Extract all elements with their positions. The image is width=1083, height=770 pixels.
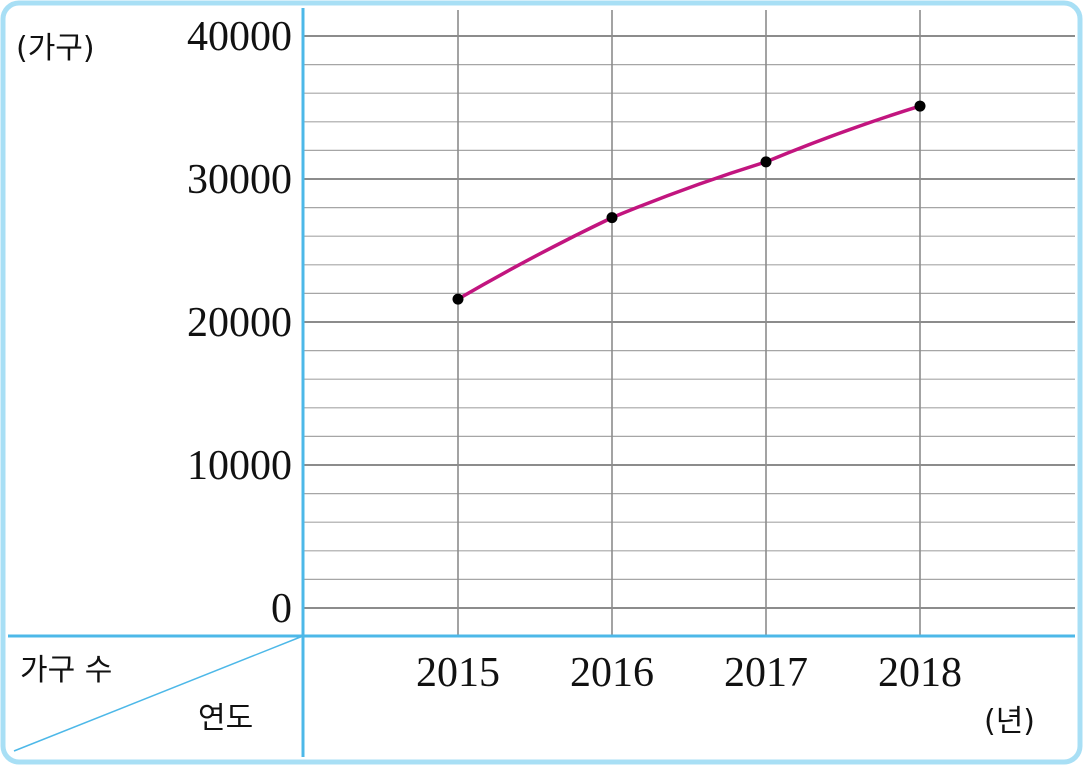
y-tick-label: 10000 [187,443,292,489]
grid [303,10,1075,636]
corner-col-label: 연도 [198,701,253,736]
x-unit-label: (년) [984,704,1035,739]
y-tick-label: 40000 [187,14,292,60]
x-tick-label: 2017 [724,650,808,696]
y-unit-label: (가구) [16,31,95,66]
x-tick-label: 2016 [570,650,654,696]
x-tick-labels: 2015 2016 2017 2018 [416,650,962,696]
data-point [914,100,926,112]
x-tick-label: 2015 [416,650,500,696]
y-tick-label: 30000 [187,157,292,203]
series [452,100,926,305]
y-tick-label: 20000 [187,300,292,346]
axes [8,8,1075,757]
y-tick-label: 0 [271,586,292,632]
corner-diagonal [13,635,304,752]
data-point [760,156,772,168]
y-tick-labels: 0 10000 20000 30000 40000 [187,14,292,632]
corner-row-label: 가구 수 [20,653,112,688]
data-point [606,212,618,224]
series-line [456,104,922,301]
data-point [452,293,464,305]
x-tick-label: 2018 [878,650,962,696]
